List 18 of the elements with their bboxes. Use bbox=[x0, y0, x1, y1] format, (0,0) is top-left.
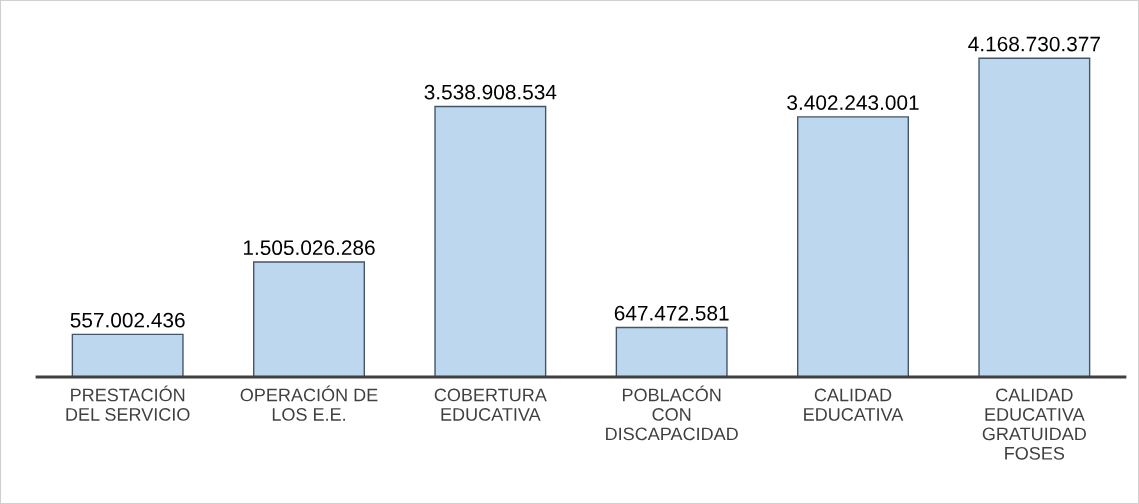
bar bbox=[434, 105, 547, 377]
x-tick-label: PRESTACIÓN DEL SERVICIO bbox=[66, 385, 190, 421]
x-tick-label: OPERACIÓN DE LOS E.E. bbox=[240, 385, 378, 421]
data-label: 3.538.908.534 bbox=[424, 84, 557, 100]
x-tick-label: COBERTURA EDUCATIVA bbox=[434, 388, 547, 421]
data-label: 1.505.026.286 bbox=[243, 240, 375, 256]
bar bbox=[978, 57, 1091, 377]
data-label: 4.168.730.377 bbox=[968, 36, 1100, 52]
bar bbox=[71, 333, 184, 377]
data-label: 557.002.436 bbox=[70, 312, 185, 328]
x-tick-label: CALIDAD EDUCATIVA GRATUIDAD FOSES bbox=[982, 388, 1086, 460]
data-label: 647.472.581 bbox=[614, 305, 729, 321]
bar bbox=[615, 326, 728, 377]
bar bbox=[252, 261, 366, 377]
data-label: 3.402.243.001 bbox=[787, 95, 919, 110]
x-tick-label: CALIDAD EDUCATIVA bbox=[804, 388, 904, 421]
x-tick-label: POBLACÓN CON DISCAPACIDAD bbox=[606, 385, 738, 441]
bar bbox=[796, 116, 910, 377]
